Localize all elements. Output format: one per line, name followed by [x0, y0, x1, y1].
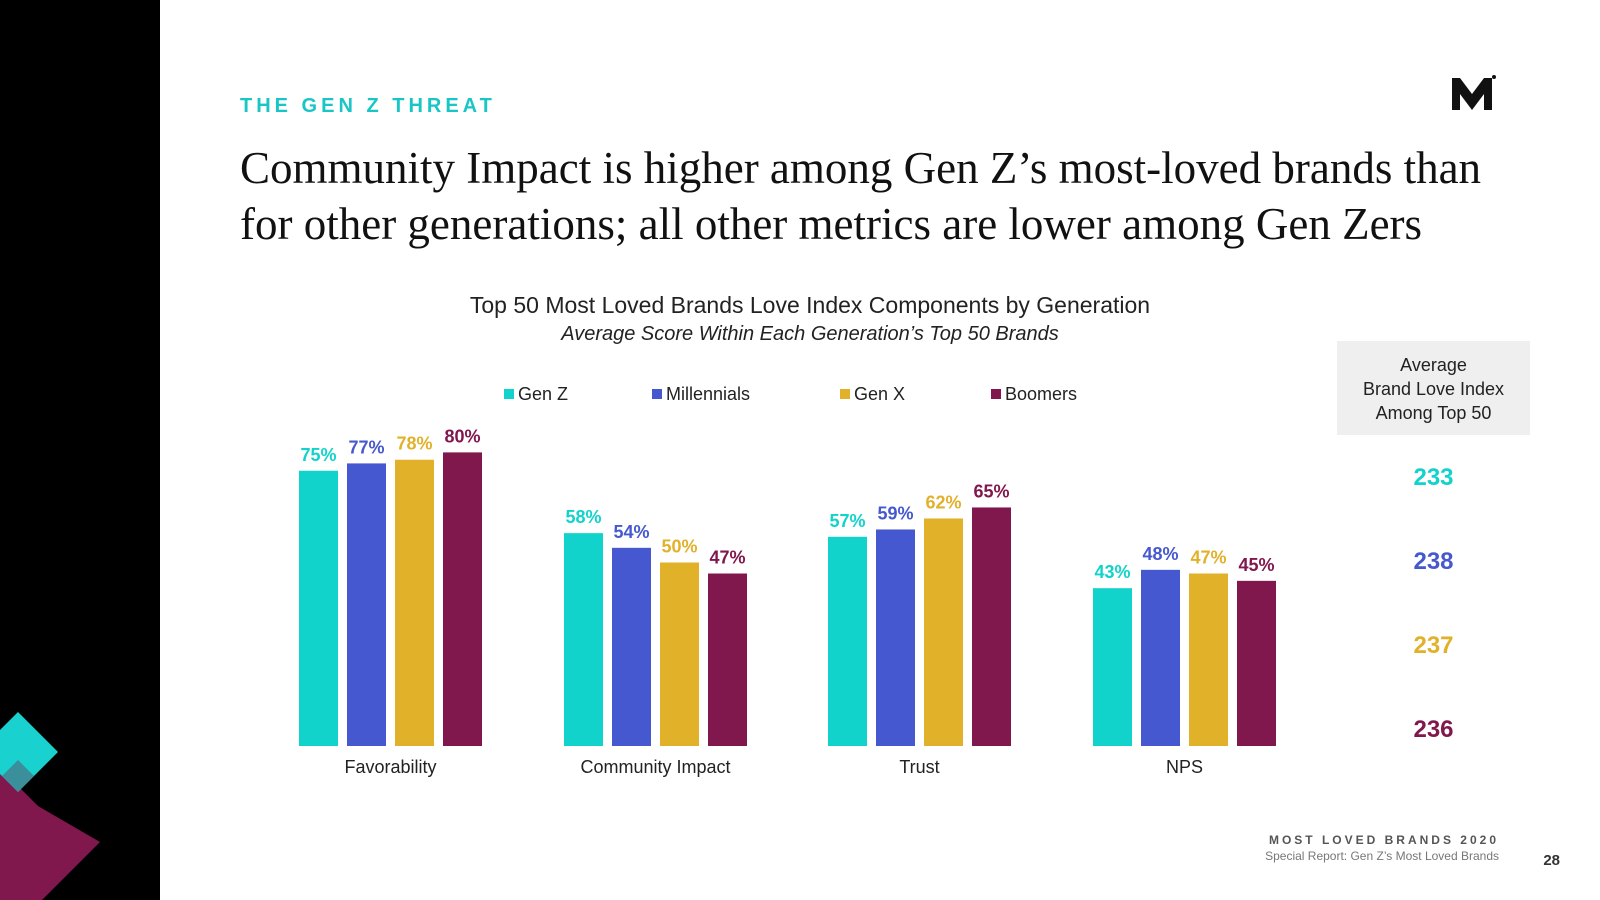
bar-boomers-trust	[972, 507, 1011, 746]
purple-diamond-lower	[0, 784, 100, 900]
data-label: 45%	[1238, 555, 1274, 575]
data-label: 78%	[396, 434, 432, 454]
sidebar-decoration	[0, 712, 100, 900]
avg-header-line-2: Brand Love Index	[1362, 379, 1505, 399]
bar-millennials-favorability	[347, 463, 386, 746]
bar-gen-x-community-impact	[660, 562, 699, 746]
avg-index-gen-x: 237	[1413, 632, 1454, 659]
data-label: 43%	[1094, 562, 1130, 582]
data-label: 65%	[973, 481, 1009, 501]
bar-millennials-community-impact	[612, 547, 651, 746]
bar-millennials-trust	[876, 529, 915, 746]
legend-swatch	[504, 389, 514, 399]
data-label: 50%	[661, 537, 697, 557]
bar-boomers-nps	[1237, 580, 1276, 746]
legend-item: Boomers	[991, 384, 1077, 405]
legend-item: Gen Z	[504, 384, 568, 405]
bar-gen-x-trust	[924, 518, 963, 746]
bar-gen-x-nps	[1189, 573, 1228, 746]
legend-label: Gen X	[854, 384, 906, 404]
bar-millennials-nps	[1141, 569, 1180, 746]
avg-index-millennials: 238	[1413, 548, 1454, 575]
legend-label: Gen Z	[518, 384, 569, 404]
category-tick-label: Favorability	[344, 757, 436, 777]
data-label: 59%	[877, 503, 913, 523]
data-label: 58%	[565, 507, 601, 527]
legend-swatch	[652, 389, 662, 399]
category-tick-label: NPS	[1166, 757, 1203, 777]
data-label: 62%	[925, 492, 961, 512]
bar-gen-x-favorability	[395, 459, 434, 746]
data-label: 47%	[709, 548, 745, 568]
section-kicker: THE GEN Z THREAT	[240, 95, 496, 117]
data-label: 47%	[1190, 548, 1226, 568]
footer-subtitle: Special Report: Gen Z’s Most Loved Brand…	[1265, 849, 1499, 863]
data-label: 48%	[1142, 544, 1178, 564]
avg-index-boomers: 236	[1413, 716, 1454, 743]
bar-gen-z-community-impact	[564, 533, 603, 746]
page-number: 28	[1543, 852, 1560, 869]
footer-brand: MOST LOVED BRANDS 2020	[1268, 833, 1499, 847]
chart-title: Top 50 Most Loved Brands Love Index Comp…	[469, 292, 1151, 318]
chart-legend: Gen Z Millennials Gen X Boomers	[500, 384, 1120, 408]
legend-item: Millennials	[652, 384, 750, 405]
data-label: 77%	[348, 437, 384, 457]
headline-line-2: for other generations; all other metrics…	[240, 199, 1423, 249]
chart-subtitle: Average Score Within Each Generation’s T…	[561, 323, 1059, 345]
overlap-diamond-shape	[2, 760, 34, 792]
data-label: 80%	[444, 426, 480, 446]
bar-gen-z-nps	[1093, 588, 1132, 746]
avg-header-line-1: Average	[1400, 355, 1467, 375]
bar-boomers-community-impact	[708, 573, 747, 746]
avg-index-gen-z: 233	[1413, 464, 1454, 491]
average-index-header: Average Brand Love Index Among Top 50	[1337, 341, 1530, 435]
category-tick-label: Community Impact	[580, 757, 730, 777]
category-tick-label: Trust	[899, 757, 939, 777]
sidebar-panel	[0, 0, 160, 900]
headline-line-1: Community Impact is higher among Gen Z’s…	[240, 143, 1482, 193]
bar-boomers-favorability	[443, 452, 482, 746]
legend-label: Boomers	[1005, 384, 1078, 404]
legend-swatch	[840, 389, 850, 399]
legend-label: Millennials	[666, 384, 751, 404]
legend-item: Gen X	[840, 384, 905, 405]
data-label: 57%	[829, 511, 865, 531]
bar-gen-z-trust	[828, 536, 867, 746]
data-label: 54%	[613, 522, 649, 542]
slide-headline: Community Impact is higher among Gen Z’s…	[240, 140, 1500, 252]
m-logo-icon	[1452, 75, 1496, 110]
bar-gen-z-favorability	[299, 470, 338, 746]
avg-header-line-3: Among Top 50	[1375, 403, 1492, 423]
data-label: 75%	[300, 445, 336, 465]
legend-swatch	[991, 389, 1001, 399]
